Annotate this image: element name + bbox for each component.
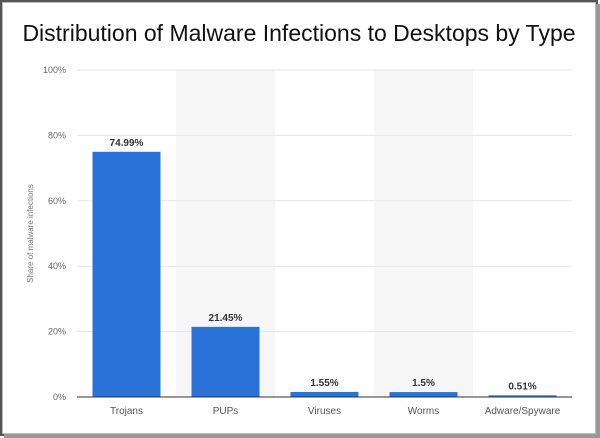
data-label: 21.45%: [209, 313, 243, 324]
bar-viruses: [290, 391, 359, 397]
bar-trojans: [92, 151, 161, 397]
frame-shadow-right: [596, 4, 600, 438]
y-tick-label: 60%: [48, 196, 66, 206]
y-axis-label: Share of malware infections: [26, 184, 35, 283]
band-shade: [374, 70, 473, 397]
x-tick-label: Trojans: [110, 406, 143, 417]
x-tick-label: Viruses: [308, 406, 341, 417]
data-label: 0.51%: [508, 381, 536, 392]
y-tick-label: 20%: [48, 327, 66, 337]
x-tick-label: PUPs: [213, 406, 239, 417]
bar-adware-spyware: [488, 395, 557, 397]
bar-worms: [389, 392, 458, 397]
y-tick-label: 40%: [48, 261, 66, 271]
y-tick-label: 100%: [43, 65, 66, 75]
x-tick-label: Worms: [408, 406, 439, 417]
frame-shadow: [4, 434, 600, 438]
y-tick-label: 0%: [53, 392, 66, 402]
data-label: 74.99%: [110, 138, 144, 149]
x-tick-label: Adware/Spyware: [485, 406, 561, 417]
bar-pups: [191, 326, 260, 397]
y-tick-label: 80%: [48, 130, 66, 140]
data-label: 1.55%: [310, 378, 338, 389]
chart-title: Distribution of Malware Infections to De…: [22, 20, 576, 46]
data-label: 1.5%: [412, 378, 435, 389]
